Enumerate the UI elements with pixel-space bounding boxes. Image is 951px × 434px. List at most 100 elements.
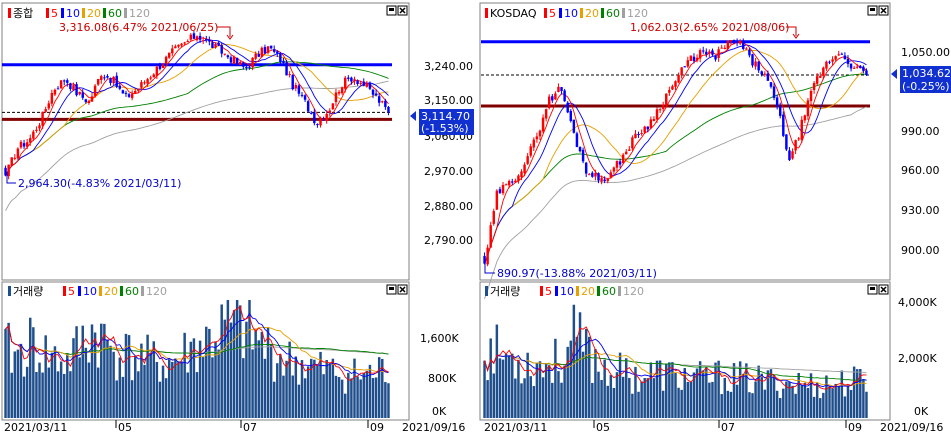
candle-body	[272, 49, 276, 52]
volume-bar	[631, 393, 634, 418]
candle-body	[350, 77, 353, 82]
volume-bar	[334, 375, 338, 418]
volume-bar	[624, 358, 628, 418]
candle-body	[612, 167, 616, 172]
candle-body	[754, 61, 757, 67]
candle-body	[584, 162, 588, 174]
candle-body	[235, 57, 239, 64]
y-tick-label: 990.00	[901, 125, 940, 138]
volume-bar	[316, 364, 319, 418]
volume-bar	[843, 396, 847, 418]
candle-body	[772, 86, 776, 98]
volume-bar	[226, 300, 230, 418]
volume-bar	[689, 381, 693, 418]
volume-bar	[201, 356, 205, 418]
legend-ma20-swatch	[82, 8, 85, 18]
candle-body	[788, 150, 791, 161]
volume-bar	[788, 381, 791, 418]
candle-body	[198, 35, 202, 40]
volume-bar	[238, 305, 242, 418]
kospi-volume-window-buttons	[386, 284, 408, 295]
volume-bar	[714, 362, 717, 418]
candle-body	[220, 45, 223, 54]
volume-bar	[794, 393, 797, 418]
candle-body	[223, 53, 227, 55]
candle-body	[217, 42, 220, 46]
candle-body	[643, 126, 646, 133]
volume-bar	[834, 383, 837, 418]
candle-body	[489, 225, 492, 248]
candle-body	[661, 104, 665, 109]
volume-bar	[538, 361, 542, 418]
candle-body	[535, 136, 539, 140]
volume-bar	[371, 378, 375, 418]
volume-bar	[248, 300, 251, 418]
candle-body	[371, 89, 375, 95]
volume-bar	[621, 376, 625, 418]
candle-body	[692, 56, 696, 62]
candle-body	[846, 58, 850, 64]
candle-body	[41, 111, 44, 126]
candle-body	[843, 55, 847, 60]
volume-bar	[819, 398, 822, 418]
x-tick-label: 07	[243, 421, 257, 434]
candle-body	[384, 100, 387, 107]
volume-bar	[130, 380, 134, 418]
candle-body	[563, 90, 566, 102]
volume-bar	[661, 390, 665, 418]
legend-ma20: 20	[104, 285, 118, 298]
candle-body	[554, 93, 557, 100]
legend-ma20-swatch	[576, 286, 579, 296]
candle-body	[668, 90, 671, 93]
y-tick-label: 3,150.00	[424, 94, 473, 107]
volume-bar	[738, 361, 742, 418]
candle-body	[276, 51, 279, 54]
volume-bar	[350, 378, 353, 418]
candle-body	[140, 82, 143, 88]
candle-body	[624, 151, 628, 155]
candle-body	[322, 119, 325, 121]
candle-body	[331, 103, 335, 110]
candle-body	[254, 53, 257, 59]
volume-bar	[124, 333, 128, 418]
candle-body	[7, 164, 10, 177]
volume-bar	[591, 382, 594, 418]
volume-bar	[269, 343, 273, 418]
candle-body	[22, 143, 26, 147]
volume-bar	[69, 371, 72, 418]
candle-body	[201, 40, 205, 42]
volume-bar	[541, 377, 545, 418]
volume-bar	[306, 366, 310, 418]
volume-bar	[609, 375, 613, 418]
y-tick-label: 930.00	[901, 204, 940, 217]
candle-body	[208, 39, 211, 42]
volume-bar	[198, 340, 202, 418]
volume-bar	[840, 370, 844, 418]
volume-bar	[254, 328, 257, 418]
volume-bar	[155, 361, 159, 418]
candle-body	[291, 75, 294, 90]
volume-bar	[529, 376, 532, 418]
legend-ma120: 120	[627, 7, 648, 20]
candle-body	[723, 47, 727, 49]
volume-bar	[754, 381, 757, 418]
candle-body	[578, 146, 582, 152]
candle-body	[192, 33, 196, 39]
candle-body	[686, 60, 690, 67]
volume-ma-20	[484, 352, 867, 387]
candle-body	[511, 181, 514, 183]
candle-body	[353, 79, 356, 82]
candle-body	[174, 46, 177, 49]
volume-bar	[303, 378, 307, 418]
candle-body	[149, 77, 152, 79]
candle-body	[238, 62, 242, 65]
candle-body	[732, 40, 736, 42]
candle-body	[646, 126, 650, 130]
legend-ma10-swatch	[61, 8, 64, 18]
kospi-price-window-buttons	[386, 5, 408, 16]
candle-body	[205, 38, 208, 40]
volume-bar	[831, 388, 834, 418]
candle-body	[288, 74, 291, 76]
low-arrow-icon	[484, 262, 495, 274]
